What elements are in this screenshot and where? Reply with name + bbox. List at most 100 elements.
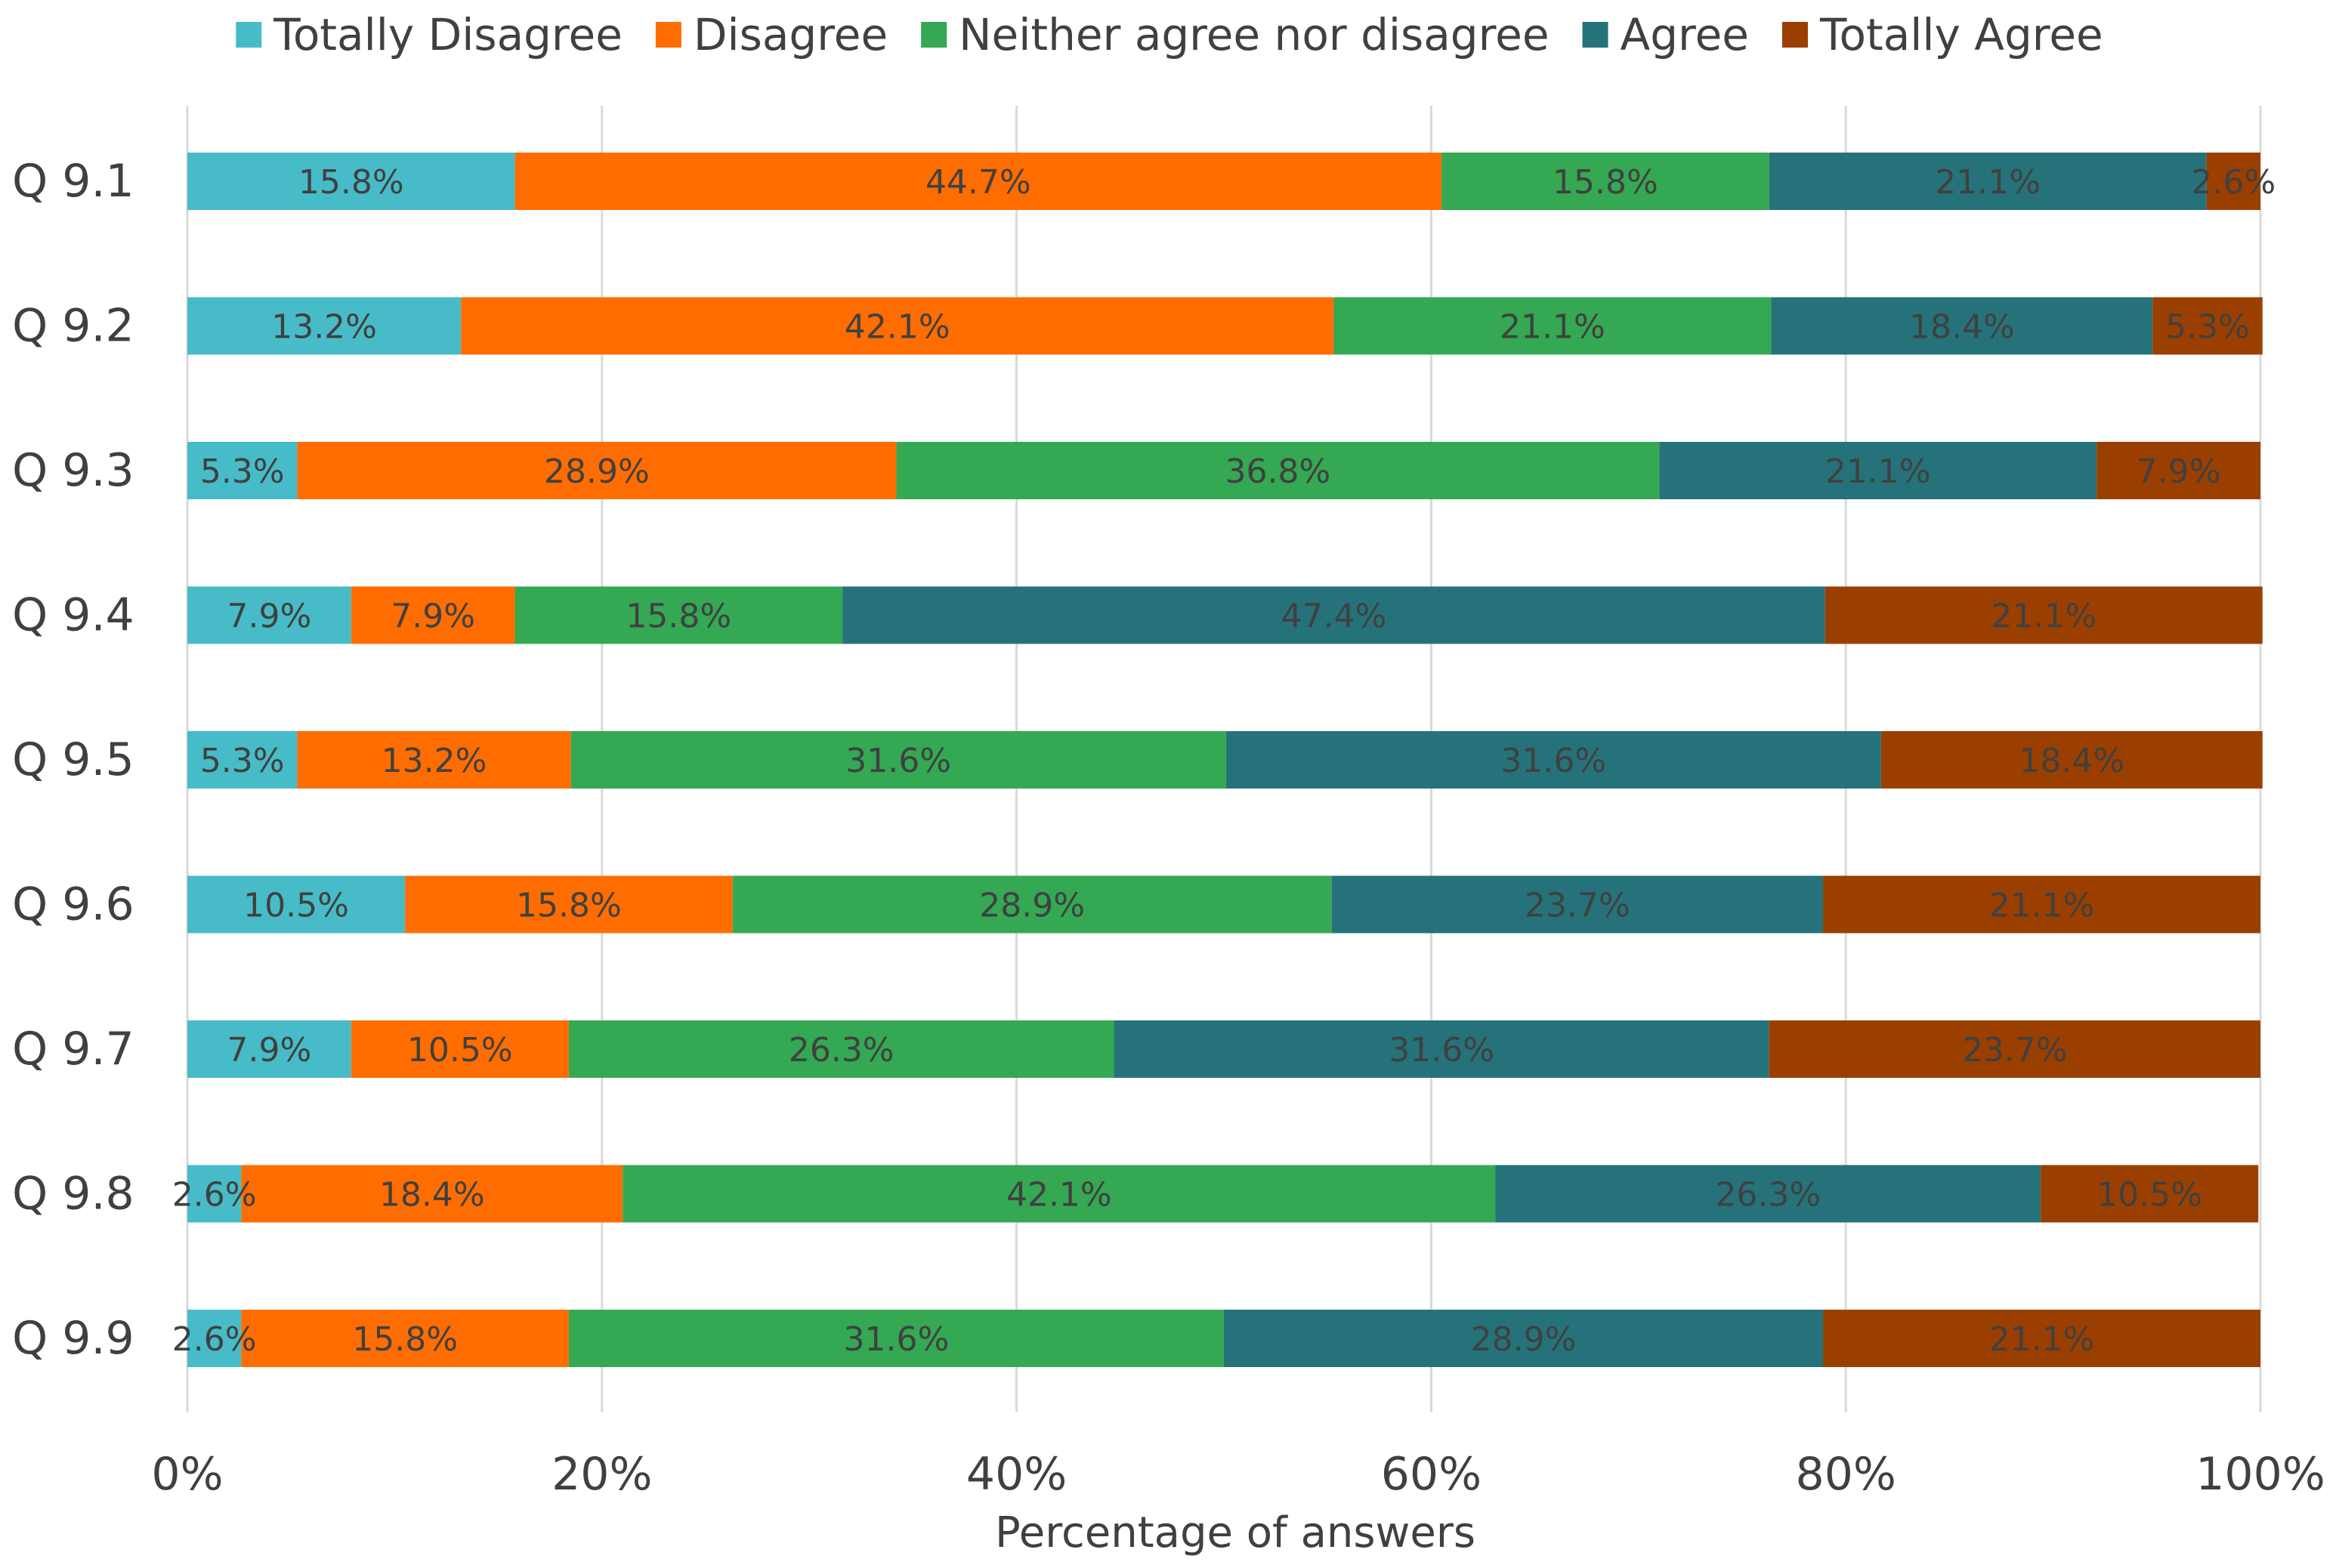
bar-segment: [241, 1165, 623, 1223]
bar-segment: [896, 442, 1660, 499]
bar-segment: [1769, 1020, 2260, 1078]
data-label: 42.1%: [845, 308, 950, 347]
bar-segment: [570, 731, 1226, 789]
bar-segment: [1495, 1165, 2041, 1223]
bar-segment: [1333, 297, 1772, 355]
data-label: 5.3%: [2165, 308, 2250, 347]
bar-segment: [187, 153, 515, 210]
data-label: 5.3%: [200, 452, 285, 491]
legend-swatch: [921, 22, 947, 48]
category-labels: Q 9.1 Q 9.2 Q 9.3 Q 9.4 Q 9.5 Q 9.6 Q 9.7 Q 9.8…: [12, 155, 134, 1365]
category-label: Q 9.7: [12, 1023, 134, 1076]
data-label: 31.6%: [845, 742, 951, 780]
data-label: 7.9%: [2137, 452, 2221, 491]
data-label: 15.8%: [352, 1320, 458, 1359]
bar-segment: [2206, 153, 2260, 210]
category-label: Q 9.2: [12, 300, 134, 353]
data-label: 13.2%: [271, 308, 377, 347]
category-label: Q 9.1: [12, 155, 134, 208]
bar-segment: [623, 1165, 1496, 1223]
data-label: 42.1%: [1006, 1176, 1112, 1215]
data-label: 44.7%: [925, 163, 1031, 202]
category-label: Q 9.8: [12, 1168, 134, 1221]
bar-segment: [187, 1020, 351, 1078]
bar-segment: [461, 297, 1334, 355]
x-tick-label: 40%: [966, 1448, 1067, 1501]
bar-segment: [2096, 442, 2260, 499]
data-label: 26.3%: [1715, 1176, 1821, 1215]
data-label: 31.6%: [1389, 1031, 1494, 1070]
bar-segment: [187, 1310, 242, 1367]
data-label: 47.4%: [1281, 597, 1387, 636]
bar-segment: [187, 586, 351, 644]
bar-segment: [732, 875, 1332, 934]
data-label: 15.8%: [298, 163, 404, 202]
data-label: 21.1%: [1935, 163, 2041, 202]
bar-segment: [1224, 1310, 1824, 1367]
bar-segment: [842, 586, 1825, 644]
data-labels: 15.8% 44.7% 15.8% 21.1% 2.6% 13.2% 42.1% 21.1% 1…: [172, 163, 2276, 1359]
bar-segment: [2152, 297, 2263, 355]
bar-segment: [2041, 1165, 2259, 1223]
category-label: Q 9.6: [12, 878, 134, 931]
data-label: 21.1%: [1500, 308, 1605, 347]
data-label: 2.6%: [172, 1320, 257, 1359]
legend-label: Totally Agree: [1819, 9, 2103, 60]
data-label: 5.3%: [200, 742, 285, 780]
bar-segment: [241, 1310, 569, 1367]
bar-segment: [514, 586, 843, 644]
data-label: 13.2%: [382, 742, 487, 780]
legend-swatch: [655, 22, 681, 48]
data-label: 10.5%: [407, 1031, 513, 1070]
category-label: Q 9.3: [12, 444, 134, 497]
legend-swatch: [236, 22, 262, 48]
legend-label: Disagree: [694, 9, 888, 60]
data-label: 7.9%: [227, 1031, 311, 1070]
data-label: 10.5%: [2096, 1176, 2202, 1215]
data-label: 28.9%: [1471, 1320, 1577, 1359]
legend-label: Totally Disagree: [273, 9, 623, 60]
bar-segment: [1114, 1020, 1769, 1078]
x-axis-ticks: 0% 20% 40% 60% 80% 100%: [151, 1448, 2325, 1501]
bar-segment: [1771, 297, 2153, 355]
x-tick-label: 60%: [1381, 1448, 1482, 1501]
data-label: 7.9%: [227, 597, 311, 636]
legend-label: Agree: [1621, 9, 1749, 60]
data-label: 23.7%: [1525, 887, 1630, 925]
legend-item: Totally Disagree: [236, 9, 623, 60]
data-label: 21.1%: [1825, 452, 1931, 491]
data-label: 2.6%: [172, 1176, 257, 1215]
legend-item: Neither agree nor disagree: [921, 9, 1550, 60]
bar-segment: [1225, 731, 1881, 789]
bar-segment: [1823, 1310, 2260, 1367]
legend-label: Neither agree nor disagree: [959, 9, 1549, 60]
data-label: 15.8%: [1553, 163, 1658, 202]
bar-segment: [1825, 586, 2263, 644]
data-label: 21.1%: [1991, 597, 2096, 636]
bar-segment: [514, 153, 1442, 210]
data-label: 26.3%: [789, 1031, 895, 1070]
bar-segment: [1331, 875, 1824, 934]
bar-segment: [187, 875, 406, 934]
bar-segments: [187, 153, 2263, 1367]
legend-item: Agree: [1582, 9, 1749, 60]
data-label: 28.9%: [979, 887, 1085, 925]
bar-segment: [187, 297, 462, 355]
bar-segment: [1880, 731, 2263, 789]
data-label: 21.1%: [1989, 1320, 2095, 1359]
data-label: 18.4%: [1909, 308, 2015, 347]
data-label: 21.1%: [1989, 887, 2095, 925]
data-label: 28.9%: [544, 452, 650, 491]
data-label: 2.6%: [2191, 163, 2276, 202]
x-tick-label: 100%: [2195, 1448, 2325, 1501]
category-label: Q 9.4: [12, 589, 134, 642]
legend: Totally Disagree Disagree Neither agree no…: [236, 9, 2103, 60]
legend-item: Totally Agree: [1781, 9, 2103, 60]
bar-segment: [405, 875, 733, 934]
data-label: 18.4%: [2019, 742, 2124, 780]
x-tick-label: 0%: [151, 1448, 223, 1501]
bar-segment: [568, 1310, 1224, 1367]
data-label: 10.5%: [243, 887, 349, 925]
bar-segment: [1441, 153, 1769, 210]
